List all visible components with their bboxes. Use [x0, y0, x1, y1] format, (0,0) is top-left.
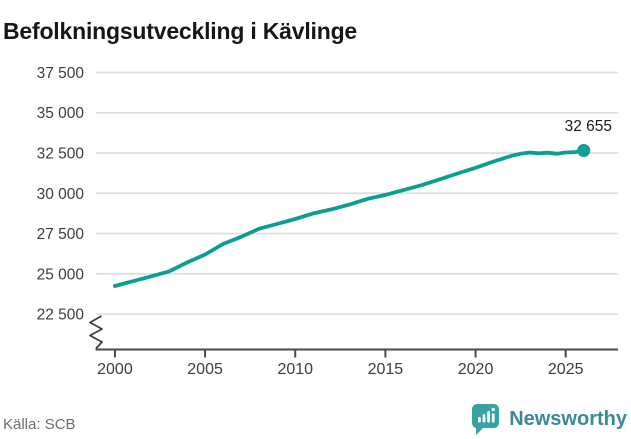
end-value-label: 32 655	[565, 118, 612, 135]
population-line	[113, 148, 586, 288]
x-axis-tick-label: 2025	[548, 361, 584, 378]
y-axis-tick-label: 22 500	[37, 307, 85, 324]
chart-title: Befolkningsutveckling i Kävlinge	[3, 18, 358, 45]
end-data-point-marker	[577, 144, 591, 158]
x-axis-tick-label: 2010	[277, 361, 313, 378]
x-axis-tick-label: 2020	[458, 361, 494, 378]
y-axis-tick-label: 32 500	[37, 146, 85, 163]
y-axis-tick-label: 30 000	[37, 186, 85, 203]
y-axis-tick-label: 35 000	[37, 105, 85, 122]
x-axis-tick-label: 2015	[368, 361, 404, 378]
newsworthy-bar-chart-bubble-icon	[472, 404, 500, 435]
x-axis-tick-label: 2005	[187, 361, 223, 378]
y-axis-tick-label: 25 000	[37, 266, 85, 283]
y-axis-tick-label: 37 500	[37, 65, 85, 82]
x-axis-tick-label: 2000	[97, 361, 133, 378]
source-note: Källa: SCB	[3, 416, 76, 433]
chart-canvas: 22 500 25 000 27 500 30 000 32 500 35 000 37 5…	[37, 65, 618, 378]
y-axis-tick-label: 27 500	[37, 226, 85, 243]
newsworthy-logo[interactable]: Newsworthy	[470, 402, 627, 436]
axis-break-mark	[89, 315, 103, 351]
brand-name: Newsworthy	[509, 407, 627, 430]
